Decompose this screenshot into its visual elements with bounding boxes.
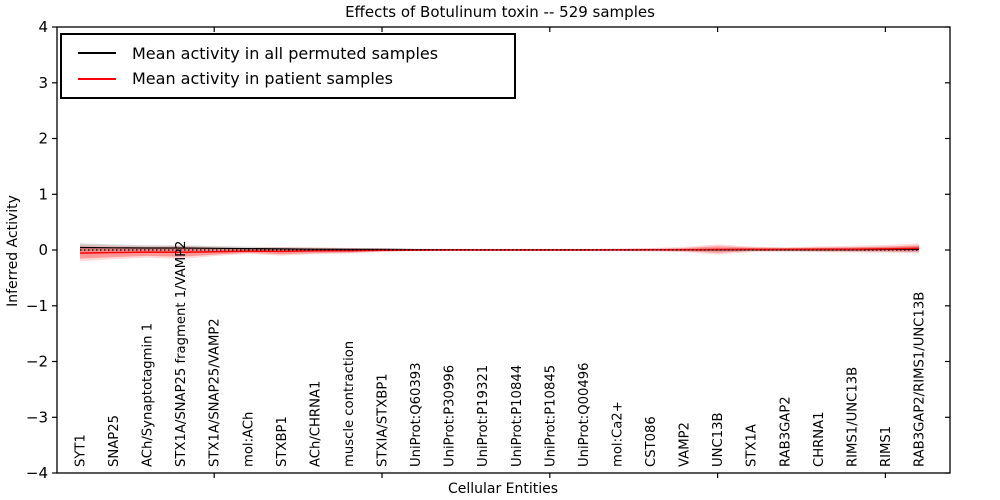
entity-label: STX1A/SNAP25/VAMP2: [208, 318, 223, 467]
entity-label: UniProt:P10844: [510, 365, 525, 467]
y-tick-label: −3: [26, 408, 48, 426]
legend-line-black: [78, 52, 116, 55]
entity-label: STX1A: [745, 424, 760, 467]
entity-label: STXBP1: [275, 416, 290, 467]
entity-label: ACh/Synaptotagmin 1: [141, 323, 156, 467]
y-tick-label: 2: [38, 130, 48, 148]
entity-label: RAB3GAP2/RIMS1/UNC13B: [913, 292, 928, 467]
legend-entry-permuted: Mean activity in all permuted samples: [70, 44, 506, 63]
chart-title: Effects of Botulinum toxin -- 529 sample…: [345, 3, 655, 21]
entity-label: mol:Ca2+: [611, 401, 626, 467]
legend-label-permuted: Mean activity in all permuted samples: [132, 43, 439, 63]
entity-label: UNC13B: [711, 412, 726, 467]
entity-label: RIMS1/UNC13B: [845, 367, 860, 467]
patient-mean-line: [79, 247, 920, 254]
legend-entry-patient: Mean activity in patient samples: [70, 69, 506, 88]
entity-label: UniProt:P19321: [476, 365, 491, 467]
entity-label: mol:ACh: [241, 412, 256, 467]
entity-label: SNAP25: [107, 415, 122, 467]
legend-label-patient: Mean activity in patient samples: [132, 69, 393, 89]
y-tick-label: 3: [38, 74, 48, 92]
entity-label: CST086: [644, 416, 659, 467]
patient-outer-band: [80, 243, 919, 262]
entity-label: STX1A/SNAP25 fragment 1/VAMP2: [174, 241, 189, 467]
legend-box: Mean activity in all permuted samples Me…: [60, 33, 516, 99]
entity-label: RAB3GAP2: [778, 396, 793, 467]
y-tick-label: −4: [26, 464, 48, 482]
entity-label: RIMS1: [879, 426, 894, 467]
entity-label: UniProt:Q60393: [409, 362, 424, 467]
legend-line-red: [78, 77, 116, 80]
entity-label: STXIA/STXBP1: [376, 373, 391, 467]
entity-label: VAMP2: [678, 422, 693, 467]
entity-label: SYT1: [74, 434, 89, 467]
entity-label: UniProt:P30996: [443, 365, 458, 467]
y-tick-label: −1: [26, 297, 48, 315]
y-tick-label: 4: [38, 18, 48, 36]
entity-label: UniProt:P10845: [543, 365, 558, 467]
y-tick-label: 0: [38, 241, 48, 259]
y-tick-label: 1: [38, 185, 48, 203]
y-tick-label: −2: [26, 353, 48, 371]
x-axis-label: Cellular Entities: [447, 481, 559, 497]
entity-label: ACh/CHRNA1: [308, 381, 323, 467]
entity-label: UniProt:Q00496: [577, 362, 592, 467]
entity-label: muscle contraction: [342, 341, 357, 467]
entity-label: CHRNA1: [812, 411, 827, 467]
